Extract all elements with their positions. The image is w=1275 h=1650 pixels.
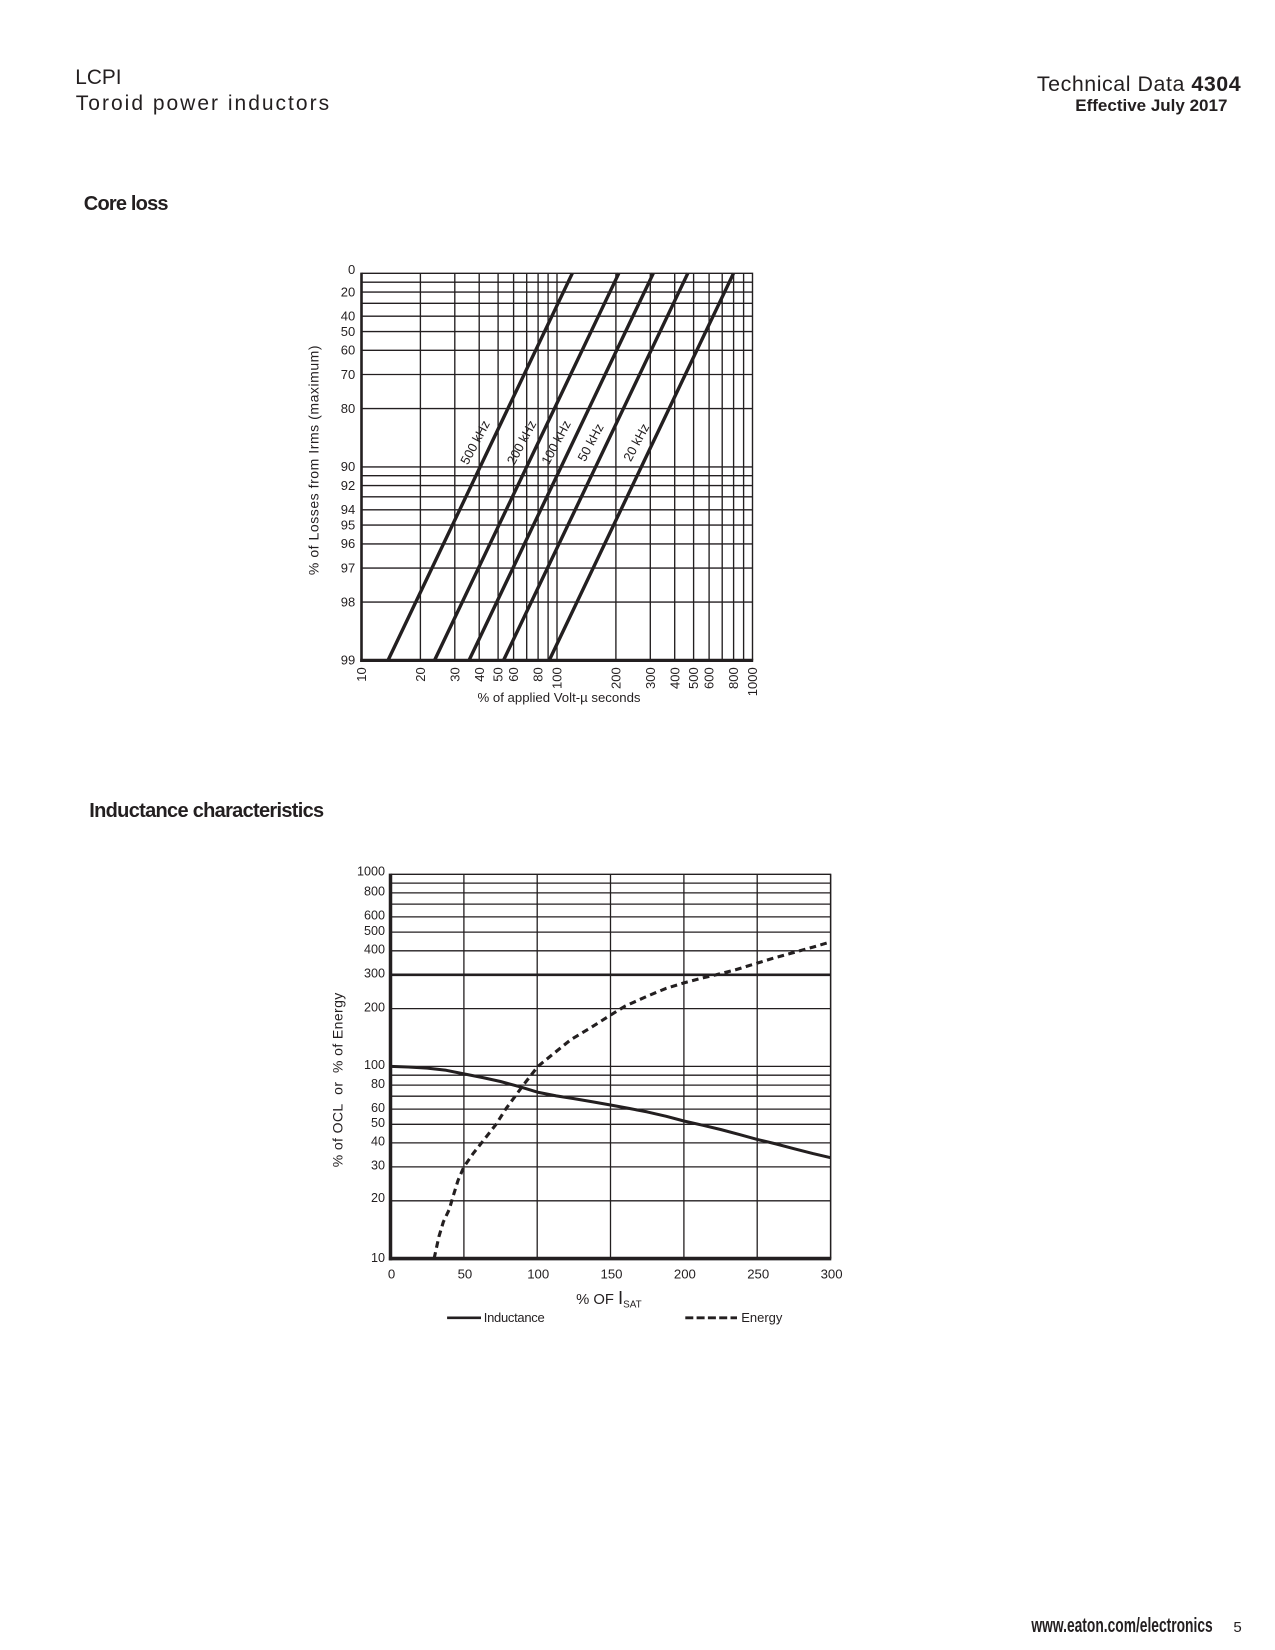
svg-text:50: 50	[371, 1116, 385, 1130]
svg-text:96: 96	[341, 536, 355, 551]
svg-text:50: 50	[458, 1267, 473, 1282]
svg-text:1000: 1000	[745, 667, 760, 696]
svg-text:200: 200	[609, 667, 624, 689]
svg-text:300: 300	[821, 1267, 843, 1282]
svg-text:30: 30	[447, 667, 462, 681]
svg-text:200: 200	[364, 1000, 385, 1014]
svg-text:50: 50	[491, 667, 506, 681]
svg-text:100: 100	[527, 1267, 549, 1282]
svg-text:600: 600	[702, 667, 717, 689]
svg-text:60: 60	[506, 667, 521, 681]
svg-text:0: 0	[348, 262, 355, 277]
svg-text:500: 500	[364, 924, 385, 938]
svg-text:200 kHz: 200 kHz	[504, 418, 540, 467]
svg-text:500: 500	[686, 667, 701, 689]
svg-text:% of OCL or % of Energy: % of OCL or % of Energy	[329, 992, 345, 1167]
svg-text:100 kHz: 100 kHz	[538, 418, 574, 467]
svg-text:800: 800	[726, 667, 741, 689]
svg-text:250: 250	[747, 1267, 769, 1282]
svg-text:20: 20	[341, 284, 355, 299]
svg-text:30: 30	[371, 1159, 385, 1173]
svg-text:10: 10	[354, 667, 369, 681]
svg-text:400: 400	[364, 943, 385, 957]
svg-text:95: 95	[341, 517, 355, 532]
svg-text:200: 200	[674, 1267, 696, 1282]
svg-text:20: 20	[413, 667, 428, 681]
svg-text:% of Losses from Irms (maximum: % of Losses from Irms (maximum)	[306, 345, 322, 575]
svg-text:600: 600	[364, 909, 385, 923]
svg-text:% OF ISAT: % OF ISAT	[576, 1287, 642, 1310]
svg-text:90: 90	[341, 459, 355, 474]
svg-text:800: 800	[364, 885, 385, 899]
svg-text:400: 400	[667, 667, 682, 689]
svg-text:500 kHz: 500 kHz	[457, 418, 493, 467]
svg-text:Inductance: Inductance	[484, 1310, 545, 1325]
svg-text:80: 80	[531, 667, 546, 681]
svg-text:% of applied Volt-µ seconds: % of applied Volt-µ seconds	[477, 690, 640, 705]
svg-text:300: 300	[364, 967, 385, 981]
svg-text:80: 80	[341, 401, 355, 416]
svg-text:300: 300	[643, 667, 658, 689]
svg-text:97: 97	[341, 560, 355, 575]
svg-text:98: 98	[341, 594, 355, 609]
svg-text:80: 80	[371, 1077, 385, 1091]
svg-text:150: 150	[600, 1267, 622, 1282]
svg-text:50: 50	[341, 324, 355, 339]
svg-text:0: 0	[388, 1267, 395, 1282]
svg-text:94: 94	[341, 502, 355, 517]
svg-text:40: 40	[371, 1135, 385, 1149]
svg-text:1000: 1000	[357, 865, 385, 879]
svg-text:20: 20	[371, 1191, 385, 1205]
svg-text:60: 60	[371, 1101, 385, 1115]
svg-text:70: 70	[341, 367, 355, 382]
svg-text:92: 92	[341, 478, 355, 493]
svg-text:40: 40	[341, 309, 355, 324]
svg-text:40: 40	[472, 667, 487, 681]
svg-text:100: 100	[364, 1058, 385, 1072]
svg-text:100: 100	[550, 667, 565, 689]
svg-text:10: 10	[371, 1251, 385, 1265]
svg-text:99: 99	[341, 653, 355, 668]
svg-text:Energy: Energy	[741, 1310, 783, 1325]
svg-text:60: 60	[341, 343, 355, 358]
